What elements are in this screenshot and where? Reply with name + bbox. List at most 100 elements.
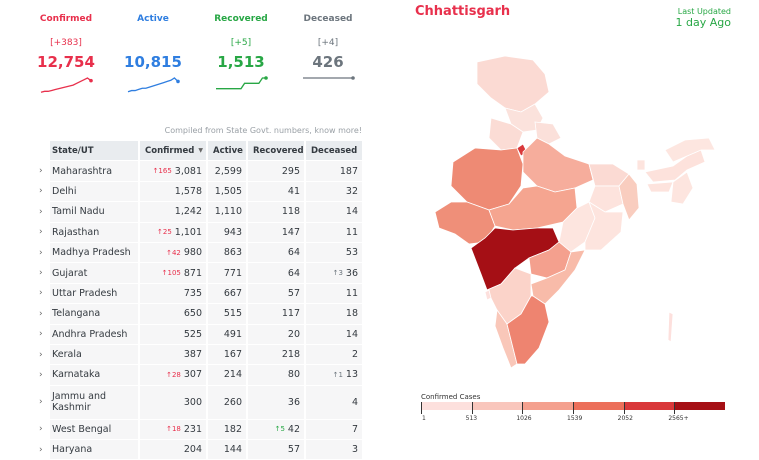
cell-active: 144 (208, 440, 246, 460)
expand-chevron-icon[interactable]: › (39, 166, 43, 177)
table-row[interactable]: › Delhi 1,578 1,505 41 32 (36, 181, 364, 203)
table-row[interactable]: › Andhra Pradesh 525 491 20 14 (36, 324, 364, 345)
cell-confirmed: 300 (140, 385, 206, 419)
expand-chevron-icon[interactable]: › (39, 247, 43, 258)
cell-active: 515 (208, 304, 246, 324)
map-region-west-bengal[interactable] (618, 173, 640, 221)
legend-ticks (421, 402, 725, 416)
legend-tick (573, 402, 574, 414)
delta-badge: ↑25 (157, 228, 172, 237)
legend-tick (471, 402, 473, 414)
map-region-assam[interactable] (644, 149, 706, 183)
stat-value: 12,754 (37, 53, 95, 71)
cell-recovered: ↑5 42 (248, 419, 304, 440)
legend-tick-label: 1 (422, 415, 426, 422)
stat-active[interactable]: Active 10,815 (109, 14, 197, 97)
sparkline-end-dot (176, 79, 180, 84)
stat-value: 10,815 (124, 53, 182, 71)
header-confirmed[interactable]: Confirmed ▼ (140, 141, 206, 161)
cell-state: Tamil Nadu (50, 202, 138, 222)
cell-recovered: 36 (248, 385, 304, 419)
map-region-jharkhand[interactable] (588, 185, 624, 213)
sparkline-line (40, 77, 92, 93)
legend-swatch (471, 402, 523, 410)
stat-label: Active (137, 14, 169, 24)
stat-delta (109, 38, 197, 49)
map-region-andaman[interactable] (667, 311, 674, 343)
cell-confirmed: ↑18 231 (140, 419, 206, 440)
stat-deceased[interactable]: Deceased [+4] 426 (284, 14, 372, 97)
header-state[interactable]: State/UT (50, 141, 138, 161)
last-updated-label: Last Updated (677, 7, 731, 16)
map-region-northeast-south[interactable] (670, 171, 694, 205)
table-row[interactable]: › Telangana 650 515 117 18 (36, 304, 364, 325)
cell-active: 167 (208, 344, 246, 365)
compiled-note-link[interactable]: Compiled from State Govt. numbers, know … (164, 126, 362, 135)
map-region-sikkim[interactable] (636, 159, 646, 171)
cell-confirmed: 387 (140, 344, 206, 365)
expand-chevron-icon[interactable]: › (39, 369, 43, 380)
cell-deceased: 2 (306, 344, 362, 365)
table-row[interactable]: › Karnataka ↑28 307 214 80 ↑1 13 (36, 365, 364, 386)
cell-confirmed: 1,242 (140, 202, 206, 222)
table-row[interactable]: › Kerala 387 167 218 2 (36, 344, 364, 366)
expand-chevron-icon[interactable]: › (39, 288, 43, 299)
map-region-rajasthan[interactable] (450, 147, 524, 211)
legend-tick (674, 402, 676, 414)
header-deceased[interactable]: Deceased (306, 141, 362, 161)
expand-chevron-icon[interactable]: › (39, 397, 43, 408)
cell-deceased: 32 (306, 181, 362, 202)
cell-state: Gujarat (50, 263, 138, 283)
header-recovered[interactable]: Recovered (248, 141, 304, 161)
table-row[interactable]: › Jammu and Kashmir 300 260 36 4 (36, 385, 364, 420)
sparkline-end-dot (264, 76, 268, 80)
legend-swatch (623, 402, 675, 410)
table-row[interactable]: › Madhya Pradesh ↑42 980 863 64 53 (36, 242, 364, 264)
stat-recovered[interactable]: Recovered [+5] 1,513 (197, 14, 285, 97)
cell-state: Kerala (50, 344, 138, 365)
cell-recovered: 117 (248, 304, 304, 324)
map-region-uttarakhand[interactable] (534, 121, 562, 145)
cell-state: Haryana (50, 440, 138, 460)
map-region-uttar-pradesh[interactable] (522, 137, 594, 193)
expand-chevron-icon[interactable]: › (39, 206, 43, 217)
stat-confirmed[interactable]: Confirmed [+383] 12,754 (22, 14, 110, 97)
cell-active: 771 (208, 263, 246, 283)
map-region-arunachal[interactable] (664, 137, 716, 163)
cell-deceased: 18 (306, 304, 362, 324)
cell-recovered: 295 (248, 161, 304, 181)
expand-chevron-icon[interactable]: › (39, 308, 43, 319)
map-region-goa[interactable] (484, 289, 492, 301)
expand-chevron-icon[interactable]: › (39, 349, 43, 360)
india-map[interactable] (425, 52, 725, 387)
table-row[interactable]: › Uttar Pradesh 735 667 57 11 (36, 283, 364, 305)
expand-chevron-icon[interactable]: › (39, 268, 43, 279)
table-row[interactable]: › Maharashtra ↑165 3,081 2,599 295 187 (36, 161, 364, 182)
expand-chevron-icon[interactable]: › (39, 186, 43, 197)
cell-recovered: 41 (248, 181, 304, 202)
map-region-tamil-nadu[interactable] (506, 295, 550, 365)
sparkline-recovered (216, 76, 268, 90)
table-header: State/UT Confirmed ▼ Active Recovered Decease… (36, 141, 364, 162)
map-region-jammu-kashmir[interactable] (476, 55, 550, 113)
table-row[interactable]: › Gujarat ↑105 871 771 64 ↑3 36 (36, 263, 364, 284)
stat-label: Deceased (303, 14, 353, 24)
cell-confirmed: ↑28 307 (140, 365, 206, 385)
expand-chevron-icon[interactable]: › (39, 424, 43, 435)
table-row[interactable]: › Tamil Nadu 1,242 1,110 118 14 (36, 202, 364, 223)
expand-chevron-icon[interactable]: › (39, 227, 43, 238)
expand-chevron-icon[interactable]: › (39, 444, 43, 455)
table-row[interactable]: › Rajasthan ↑25 1,101 943 147 11 (36, 222, 364, 243)
legend-tick-label: 1026 (516, 415, 532, 422)
table-row[interactable]: › West Bengal ↑18 231 182 ↑5 42 7 (36, 419, 364, 441)
legend-tick (421, 402, 422, 414)
cell-active: 943 (208, 222, 246, 242)
header-active[interactable]: Active (208, 141, 246, 161)
table-row[interactable]: › Haryana 204 144 57 3 (36, 440, 364, 460)
map-region-odisha[interactable] (584, 201, 624, 251)
map-region-andhra-pradesh[interactable] (530, 249, 586, 305)
cell-state: Delhi (50, 181, 138, 202)
delta-badge: ↑3 (332, 269, 343, 278)
map-region-meghalaya[interactable] (646, 181, 674, 193)
expand-chevron-icon[interactable]: › (39, 329, 43, 340)
